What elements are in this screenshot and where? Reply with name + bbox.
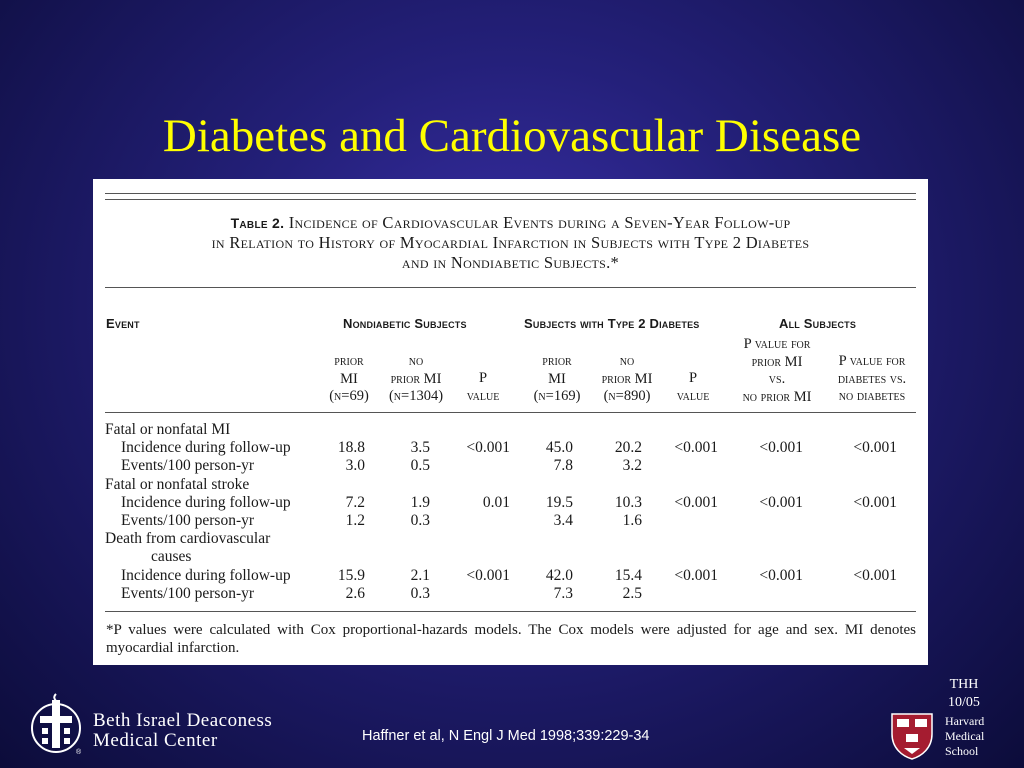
harvard-shield-icon [891, 713, 933, 760]
row-value: 18.8 [337, 439, 365, 457]
subheader-p-prior-vs-no-prior: P value for prior MI vs. no prior MI [742, 336, 812, 405]
row-value: 1.9 [410, 493, 430, 511]
slide-date: 10/05 [948, 695, 980, 710]
row-value: <0.001 [674, 566, 718, 584]
row-label: Events/100 person-yr [121, 512, 255, 529]
row-value: 7.2 [345, 493, 365, 511]
table-row: Fatal or nonfatal stroke [93, 476, 928, 494]
registered-mark: ® [76, 748, 82, 756]
row-value: <0.001 [674, 493, 718, 511]
header-diabetic: Subjects with Type 2 Diabetes [524, 316, 700, 331]
row-value: 45.0 [545, 439, 573, 457]
bidmc-logo-icon: ® [31, 693, 82, 756]
header-all-subjects: All Subjects [779, 316, 857, 331]
row-value: 3.0 [345, 457, 365, 475]
row-value: <0.001 [853, 566, 897, 584]
header-nondiabetic: Nondiabetic Subjects [343, 316, 467, 331]
table-row: Incidence during follow-up 15.9 2.1 <0.001 4… [93, 567, 928, 585]
table-label: Table 2. [230, 215, 285, 231]
row-value: <0.001 [466, 566, 510, 584]
row-label: Incidence during follow-up [121, 439, 291, 457]
bidmc-name-line-2: Medical Center [93, 730, 218, 751]
row-value: 15.9 [337, 566, 365, 584]
caption-line-2: in Relation to History of Myocardial Inf… [211, 233, 810, 252]
top-rule-2 [105, 199, 916, 200]
caption-rule [105, 287, 916, 288]
row-value: 1.6 [622, 512, 642, 529]
row-value: 7.8 [553, 457, 573, 475]
row-label: causes [151, 548, 192, 566]
results-table-panel: Table 2. Incidence of Cardiovascular Eve… [93, 179, 928, 665]
row-value: 20.2 [614, 439, 642, 457]
row-value: 10.3 [614, 493, 642, 511]
row-value: <0.001 [674, 439, 718, 457]
table-caption: Table 2. Incidence of Cardiovascular Eve… [93, 213, 928, 273]
subheader-nd-no-prior-mi: no prior MI (n=1304) [388, 353, 444, 404]
row-value: 3.5 [410, 439, 430, 457]
table-row: Incidence during follow-up 18.8 3.5 <0.001 4… [93, 439, 928, 457]
row-label: Fatal or nonfatal stroke [105, 475, 250, 493]
author-date: THH 10/05 [944, 676, 984, 712]
table-row: Fatal or nonfatal MI [93, 421, 928, 439]
row-value: <0.001 [759, 566, 803, 584]
row-label: Incidence during follow-up [121, 566, 291, 584]
bottom-rule [105, 611, 916, 612]
table-row: Events/100 person-yr 3.0 0.5 7.8 3.2 [93, 457, 928, 475]
row-value: <0.001 [853, 493, 897, 511]
row-value: 0.3 [410, 584, 430, 602]
table-row: causes [93, 548, 928, 566]
row-value: 15.4 [614, 566, 642, 584]
row-label: Events/100 person-yr [121, 584, 255, 602]
slide-title: Diabetes and Cardiovascular Disease [162, 110, 862, 162]
row-value: <0.001 [853, 439, 897, 457]
row-value: <0.001 [759, 439, 803, 457]
row-label: Incidence during follow-up [121, 493, 291, 511]
subheader-d-prior-mi: prior MI (n=169) [533, 353, 581, 404]
row-value: 2.6 [345, 584, 365, 602]
row-value: <0.001 [466, 439, 510, 457]
subheader-p-diabetes-vs-no: P value for diabetes vs. no diabetes [837, 353, 907, 404]
row-value: 0.3 [410, 512, 430, 529]
top-rule [105, 193, 916, 194]
bidmc-wordmark: Beth Israel Deaconess Medical Center [93, 711, 272, 751]
row-value: 0.5 [410, 457, 430, 475]
table-row: Incidence during follow-up 7.2 1.9 0.01 19.5… [93, 494, 928, 512]
row-value: 3.2 [622, 457, 642, 475]
row-label: Death from cardiovascular [105, 530, 271, 548]
table-row: Events/100 person-yr 1.2 0.3 3.4 1.6 [93, 512, 928, 530]
harvard-line-3: School [945, 744, 979, 758]
subheader-d-no-prior-mi: no prior MI (n=890) [601, 353, 653, 404]
row-value: 1.2 [345, 512, 365, 529]
header-rule [105, 412, 916, 413]
row-value: 2.5 [622, 584, 642, 602]
table-footnote: *P values were calculated with Cox propo… [106, 622, 916, 656]
harvard-line-1: Harvard [945, 714, 985, 728]
harvard-wordmark: Harvard Medical School [945, 714, 984, 759]
citation: Haffner et al, N Engl J Med 1998;339:229… [362, 728, 650, 744]
row-value: 7.3 [553, 584, 573, 602]
row-value: 3.4 [553, 512, 573, 529]
harvard-line-2: Medical [945, 729, 985, 743]
row-value: 42.0 [545, 566, 573, 584]
bidmc-name-line-1: Beth Israel Deaconess [93, 710, 273, 731]
row-value: <0.001 [759, 493, 803, 511]
subheader-nd-prior-mi: prior MI (n=69) [329, 353, 369, 404]
caption-line-3: and in Nondiabetic Subjects.* [401, 253, 620, 272]
table-row: Events/100 person-yr 2.6 0.3 7.3 2.5 [93, 585, 928, 603]
row-value: 2.1 [410, 566, 430, 584]
row-value: 19.5 [545, 493, 573, 511]
author-initials: THH [949, 677, 979, 692]
caption-line-1: Incidence of Cardiovascular Events durin… [288, 213, 791, 232]
row-label: Fatal or nonfatal MI [105, 421, 231, 438]
row-label: Events/100 person-yr [121, 457, 255, 475]
table-row: Death from cardiovascular [93, 530, 928, 548]
header-event: Event [106, 316, 140, 331]
row-value: 0.01 [482, 493, 510, 511]
